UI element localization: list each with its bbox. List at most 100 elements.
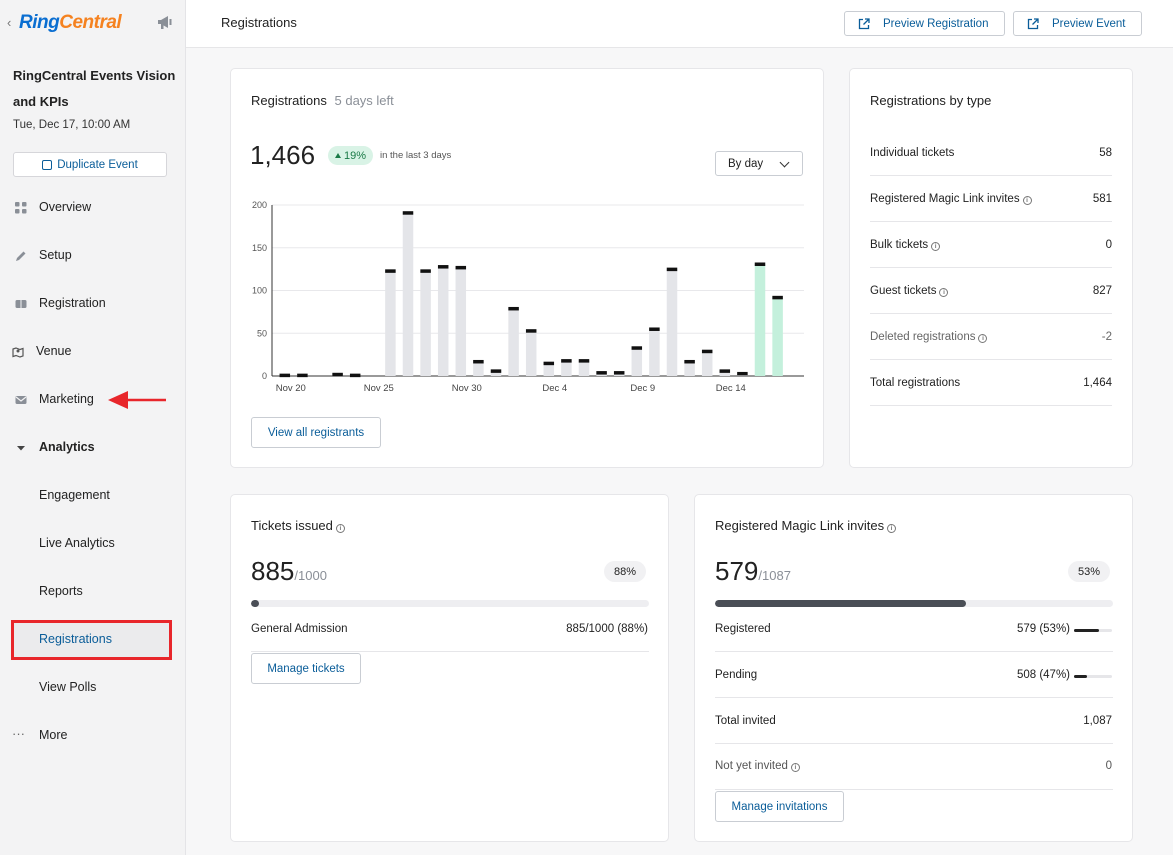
tickets-percent-badge: 88% xyxy=(604,561,647,582)
nav-overview[interactable]: Overview xyxy=(0,195,186,219)
preview-event-button[interactable]: Preview Event xyxy=(1013,11,1142,36)
nav-reports[interactable]: Reports xyxy=(39,584,83,598)
by-type-value: 0 xyxy=(1105,239,1112,251)
total-invited-value: 1,087 xyxy=(1083,715,1112,727)
nav-setup-label: Setup xyxy=(39,248,72,262)
pending-mini-bar xyxy=(1074,675,1112,678)
nav-registrations-active[interactable]: Registrations xyxy=(11,620,172,660)
bar-cap xyxy=(737,371,748,376)
magic-total: /1087 xyxy=(758,568,791,583)
pending-label: Pending xyxy=(715,669,758,681)
by-type-label-text: Bulk tickets xyxy=(870,239,929,251)
bar xyxy=(543,363,555,376)
by-type-label: Guest tickets i xyxy=(870,285,949,297)
bar-cap xyxy=(508,306,519,311)
nav-marketing[interactable]: Marketing xyxy=(0,387,186,411)
nav-marketing-label: Marketing xyxy=(39,392,94,406)
by-type-value: 581 xyxy=(1092,193,1112,205)
bar xyxy=(701,351,713,376)
bar-cap xyxy=(631,346,643,350)
nav-overview-label: Overview xyxy=(39,200,92,214)
megaphone-icon[interactable] xyxy=(156,13,176,31)
grid-icon xyxy=(15,202,27,214)
x-tick-label: Nov 20 xyxy=(276,383,306,394)
external-link-icon xyxy=(1027,17,1039,29)
registered-value: 579 (53%) xyxy=(1016,623,1070,635)
by-type-row: Total registrations 1,464 xyxy=(870,360,1112,406)
by-type-label: Individual tickets xyxy=(870,147,954,159)
page-title: Registrations xyxy=(221,15,297,30)
bar-cap xyxy=(701,349,713,354)
nav-analytics-label: Analytics xyxy=(39,440,95,454)
bar-cap xyxy=(754,262,766,266)
magic-registered-count: 579 xyxy=(715,556,759,586)
by-type-row: Registered Magic Link invites i 581 xyxy=(870,176,1112,222)
divider xyxy=(715,651,1113,652)
info-icon[interactable]: i xyxy=(939,288,949,297)
bar xyxy=(561,360,572,376)
info-icon[interactable]: i xyxy=(887,524,897,533)
by-type-value: 1,464 xyxy=(1083,377,1112,389)
bar xyxy=(525,330,537,376)
nav-more-label: More xyxy=(39,728,68,742)
registrations-total: 1,466 xyxy=(250,140,316,170)
copy-icon xyxy=(42,159,53,170)
bar-cap xyxy=(473,359,484,364)
nav-venue[interactable]: Venue xyxy=(0,339,186,363)
bar xyxy=(649,328,660,376)
duplicate-event-button[interactable]: Duplicate Event xyxy=(13,152,167,177)
y-tick-label: 100 xyxy=(252,286,267,296)
ringcentral-logo[interactable]: RingCentral xyxy=(19,12,122,33)
registered-label: Registered xyxy=(715,623,771,635)
y-tick-label: 200 xyxy=(252,200,267,210)
nav-more[interactable]: ··· More xyxy=(0,723,186,747)
total-invited-label: Total invited xyxy=(715,715,776,727)
tickets-capacity: /1000 xyxy=(294,568,327,583)
bar xyxy=(666,269,678,376)
by-type-label-text: Registered Magic Link invites xyxy=(870,193,1020,205)
by-type-label-text: Individual tickets xyxy=(870,147,955,159)
nav-setup[interactable]: Setup xyxy=(0,243,186,267)
bar-cap xyxy=(543,361,555,366)
y-tick-label: 50 xyxy=(257,328,267,338)
by-type-label: Deleted registrations i xyxy=(870,331,988,343)
by-type-row: Guest tickets i 827 xyxy=(870,268,1112,314)
bar-cap xyxy=(613,371,625,375)
granularity-select[interactable]: By day xyxy=(715,151,803,176)
not-yet-invited-value: 0 xyxy=(1105,760,1112,772)
info-icon[interactable]: i xyxy=(1022,196,1032,205)
back-chevron-icon[interactable]: ‹ xyxy=(7,15,12,30)
registrations-bar-chart: 0 50 100 150 200 Nov 20 Nov 25 Nov 30 Dec 4 Dec 9… xyxy=(252,200,804,394)
view-all-registrants-button[interactable]: View all registrants xyxy=(251,417,381,448)
divider xyxy=(715,789,1113,790)
ticket-type-label: General Admission xyxy=(251,623,348,635)
caret-down-icon xyxy=(17,446,25,451)
info-icon[interactable]: i xyxy=(931,242,941,251)
preview-registration-button[interactable]: Preview Registration xyxy=(844,11,1005,36)
registered-mini-fill xyxy=(1074,629,1099,632)
manage-invitations-button[interactable]: Manage invitations xyxy=(715,791,844,822)
tickets-progress-fill xyxy=(251,600,259,607)
by-type-title: Registrations by type xyxy=(870,93,992,108)
x-tick-label: Nov 25 xyxy=(364,383,394,394)
manage-tickets-button[interactable]: Manage tickets xyxy=(251,653,361,684)
registered-mini-bar xyxy=(1074,629,1112,632)
nav-registration-label: Registration xyxy=(39,296,106,310)
pending-mini-fill xyxy=(1074,675,1088,678)
pencil-icon xyxy=(16,251,26,261)
x-tick-label: Dec 4 xyxy=(542,383,567,394)
by-type-label: Registered Magic Link invites i xyxy=(870,193,1032,205)
red-arrow-annotation xyxy=(108,391,166,409)
preview-event-label: Preview Event xyxy=(1052,17,1126,30)
info-icon[interactable]: i xyxy=(335,524,345,533)
nav-live-analytics[interactable]: Live Analytics xyxy=(39,536,115,550)
info-icon[interactable]: i xyxy=(790,763,800,772)
nav-view-polls[interactable]: View Polls xyxy=(39,680,97,694)
nav-engagement[interactable]: Engagement xyxy=(39,488,110,502)
external-link-icon xyxy=(858,17,870,29)
nav-registration[interactable]: Registration xyxy=(0,291,186,315)
magic-link-card: Registered Magic Link invites i 579/1087 … xyxy=(694,494,1133,842)
bar xyxy=(754,263,766,376)
nav-analytics[interactable]: Analytics xyxy=(0,435,186,459)
info-icon[interactable]: i xyxy=(978,334,988,343)
